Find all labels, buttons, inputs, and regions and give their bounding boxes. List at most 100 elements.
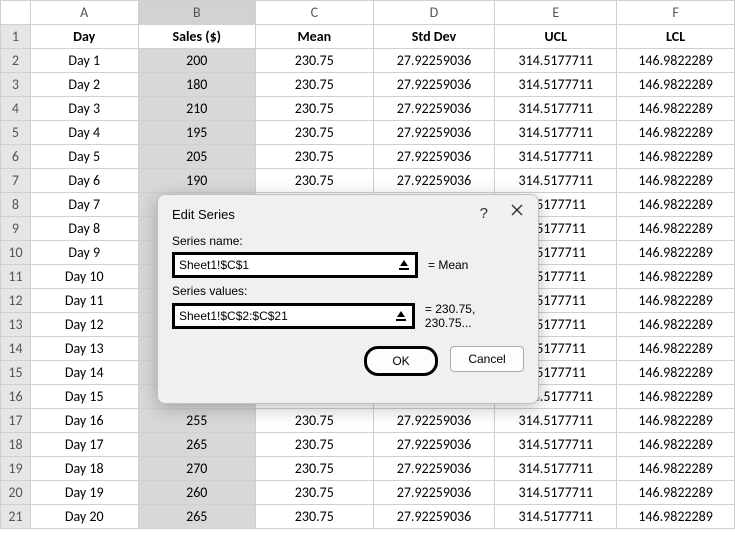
cell-B19[interactable]: 270 [138,457,256,481]
row-header[interactable]: 7 [1,169,31,193]
cell-B2[interactable]: 200 [138,49,256,73]
cell-A6[interactable]: Day 5 [30,145,138,169]
cell-D18[interactable]: 27.92259036 [373,433,495,457]
cell-D21[interactable]: 27.92259036 [373,505,495,529]
cell-D1[interactable]: Std Dev [373,25,495,49]
row-header[interactable]: 21 [1,505,31,529]
cell-F5[interactable]: 146.9822289 [617,121,735,145]
cell-A10[interactable]: Day 9 [30,241,138,265]
cell-B6[interactable]: 205 [138,145,256,169]
cancel-button[interactable]: Cancel [450,346,524,372]
row-header[interactable]: 6 [1,145,31,169]
cell-D6[interactable]: 27.92259036 [373,145,495,169]
cell-B5[interactable]: 195 [138,121,256,145]
select-all-corner[interactable] [1,1,31,25]
cell-B17[interactable]: 255 [138,409,256,433]
cell-F7[interactable]: 146.9822289 [617,169,735,193]
cell-E3[interactable]: 314.5177711 [495,73,617,97]
cell-A16[interactable]: Day 15 [30,385,138,409]
cell-C17[interactable]: 230.75 [256,409,374,433]
cell-F19[interactable]: 146.9822289 [617,457,735,481]
cell-E20[interactable]: 314.5177711 [495,481,617,505]
cell-A11[interactable]: Day 10 [30,265,138,289]
cell-F11[interactable]: 146.9822289 [617,265,735,289]
cell-A15[interactable]: Day 14 [30,361,138,385]
cell-A2[interactable]: Day 1 [30,49,138,73]
collapse-range-icon[interactable] [397,258,411,272]
cell-F14[interactable]: 146.9822289 [617,337,735,361]
cell-B18[interactable]: 265 [138,433,256,457]
cell-C6[interactable]: 230.75 [256,145,374,169]
column-header-C[interactable]: C [256,1,374,25]
cell-A3[interactable]: Day 2 [30,73,138,97]
cell-C20[interactable]: 230.75 [256,481,374,505]
row-header[interactable]: 1 [1,25,31,49]
cell-D4[interactable]: 27.92259036 [373,97,495,121]
cell-B7[interactable]: 190 [138,169,256,193]
cell-E1[interactable]: UCL [495,25,617,49]
cell-F1[interactable]: LCL [617,25,735,49]
cell-A13[interactable]: Day 12 [30,313,138,337]
cell-C5[interactable]: 230.75 [256,121,374,145]
row-header[interactable]: 8 [1,193,31,217]
row-header[interactable]: 14 [1,337,31,361]
cell-E4[interactable]: 314.5177711 [495,97,617,121]
cell-D19[interactable]: 27.92259036 [373,457,495,481]
ok-button[interactable]: OK [364,346,438,376]
cell-F21[interactable]: 146.9822289 [617,505,735,529]
cell-A4[interactable]: Day 3 [30,97,138,121]
row-header[interactable]: 20 [1,481,31,505]
row-header[interactable]: 19 [1,457,31,481]
column-header-B[interactable]: B [138,1,256,25]
cell-A19[interactable]: Day 18 [30,457,138,481]
cell-A21[interactable]: Day 20 [30,505,138,529]
cell-C4[interactable]: 230.75 [256,97,374,121]
cell-C3[interactable]: 230.75 [256,73,374,97]
cell-E19[interactable]: 314.5177711 [495,457,617,481]
cell-D7[interactable]: 27.92259036 [373,169,495,193]
cell-A17[interactable]: Day 16 [30,409,138,433]
row-header[interactable]: 2 [1,49,31,73]
cell-E2[interactable]: 314.5177711 [495,49,617,73]
cell-A9[interactable]: Day 8 [30,217,138,241]
row-header[interactable]: 10 [1,241,31,265]
cell-A20[interactable]: Day 19 [30,481,138,505]
cell-E5[interactable]: 314.5177711 [495,121,617,145]
cell-D3[interactable]: 27.92259036 [373,73,495,97]
cell-F16[interactable]: 146.9822289 [617,385,735,409]
cell-A12[interactable]: Day 11 [30,289,138,313]
collapse-range-icon[interactable] [394,309,408,323]
row-header[interactable]: 12 [1,289,31,313]
cell-B4[interactable]: 210 [138,97,256,121]
row-header[interactable]: 17 [1,409,31,433]
cell-F8[interactable]: 146.9822289 [617,193,735,217]
cell-E21[interactable]: 314.5177711 [495,505,617,529]
cell-A18[interactable]: Day 17 [30,433,138,457]
row-header[interactable]: 5 [1,121,31,145]
row-header[interactable]: 9 [1,217,31,241]
column-header-E[interactable]: E [495,1,617,25]
cell-A1[interactable]: Day [30,25,138,49]
cell-F12[interactable]: 146.9822289 [617,289,735,313]
cell-B21[interactable]: 265 [138,505,256,529]
cell-C19[interactable]: 230.75 [256,457,374,481]
cell-F20[interactable]: 146.9822289 [617,481,735,505]
cell-F15[interactable]: 146.9822289 [617,361,735,385]
cell-D2[interactable]: 27.92259036 [373,49,495,73]
column-header-D[interactable]: D [373,1,495,25]
series-values-input[interactable] [179,309,394,323]
cell-B20[interactable]: 260 [138,481,256,505]
cell-E7[interactable]: 314.5177711 [495,169,617,193]
cell-D17[interactable]: 27.92259036 [373,409,495,433]
cell-B3[interactable]: 180 [138,73,256,97]
cell-A7[interactable]: Day 6 [30,169,138,193]
cell-E18[interactable]: 314.5177711 [495,433,617,457]
column-header-A[interactable]: A [30,1,138,25]
cell-A5[interactable]: Day 4 [30,121,138,145]
cell-D5[interactable]: 27.92259036 [373,121,495,145]
row-header[interactable]: 11 [1,265,31,289]
row-header[interactable]: 18 [1,433,31,457]
cell-C7[interactable]: 230.75 [256,169,374,193]
cell-C1[interactable]: Mean [256,25,374,49]
row-header[interactable]: 13 [1,313,31,337]
